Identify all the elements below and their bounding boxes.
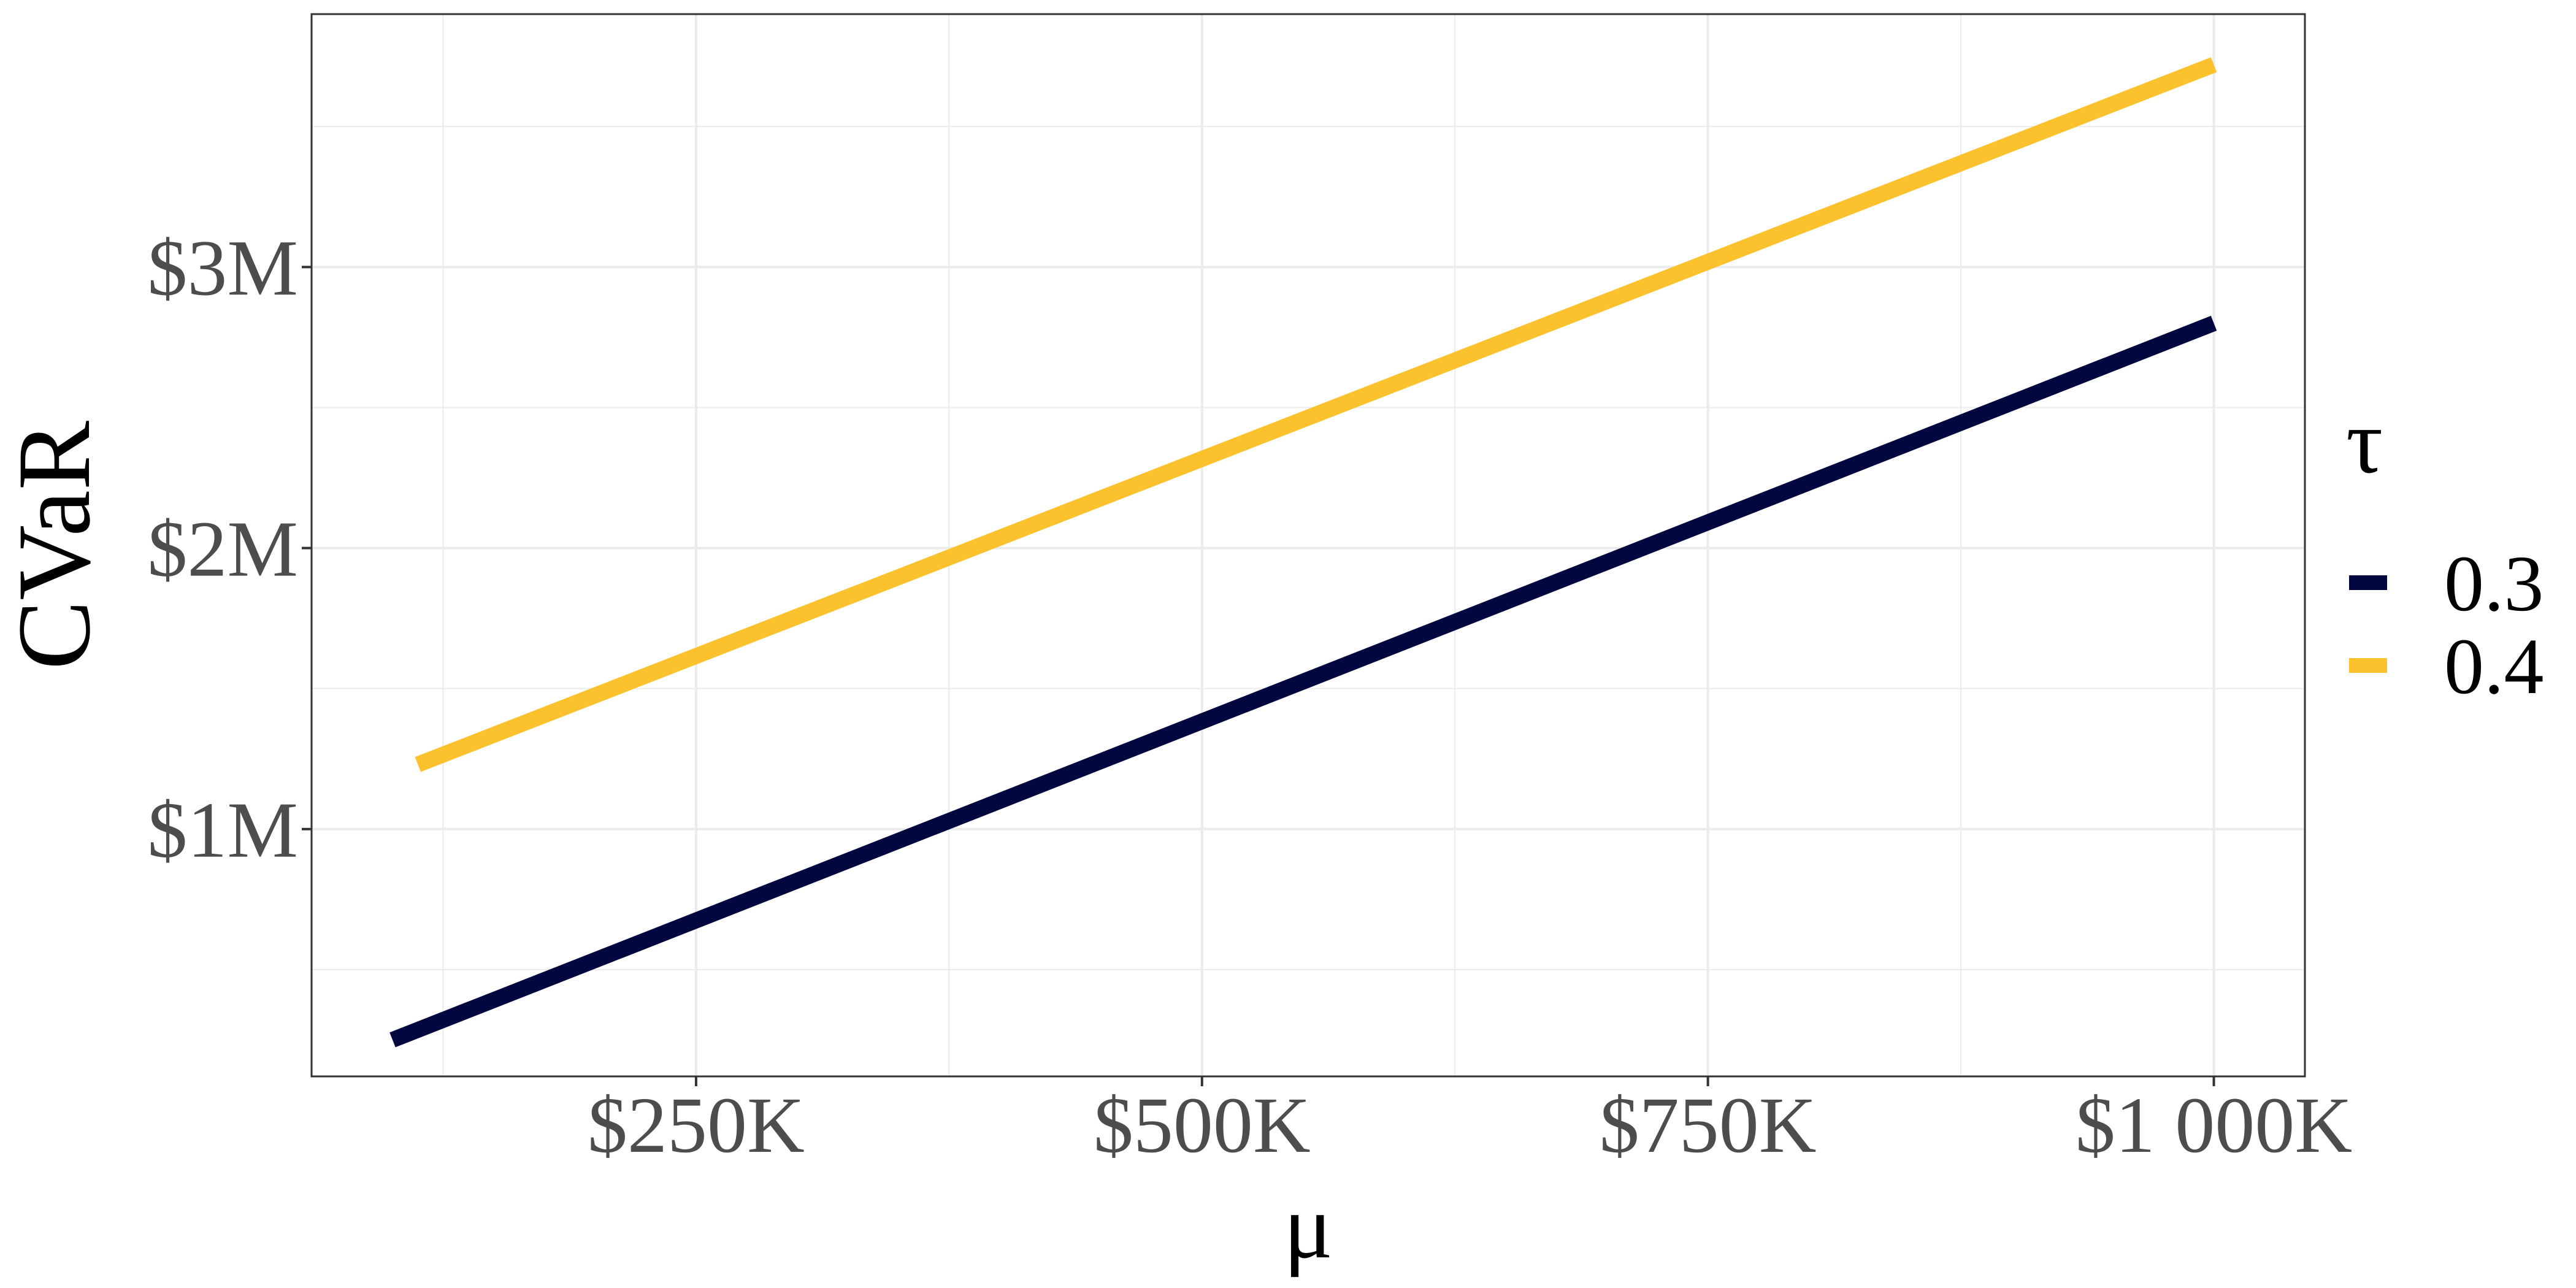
y-tick-label: $3M xyxy=(147,224,298,312)
legend-key-0.3 xyxy=(2349,575,2387,590)
legend-label-0.4: 0.4 xyxy=(2444,623,2544,711)
grid-minor xyxy=(312,14,2305,1076)
series-layer xyxy=(389,57,2217,1048)
y-tick-label: $1M xyxy=(147,786,298,875)
legend: τ 0.30.4 xyxy=(2346,391,2544,711)
x-axis: $250K $500K $750K $1 000K xyxy=(588,1076,2352,1170)
grid-major xyxy=(312,14,2305,1076)
legend-label-0.3: 0.3 xyxy=(2444,540,2544,628)
y-tick-label: $2M xyxy=(147,505,298,594)
x-tick-label: $750K xyxy=(1600,1081,1817,1170)
plot-panel-border xyxy=(310,13,2306,1078)
legend-key-0.4 xyxy=(2349,658,2387,673)
x-axis-title: μ xyxy=(1284,1176,1333,1278)
y-axis-title: CVaR xyxy=(0,420,112,670)
series-line-0.4 xyxy=(415,57,2217,772)
series-line-0.3 xyxy=(389,315,2217,1048)
y-axis: $1M $2M $3M xyxy=(147,224,312,875)
x-tick-label: $1 000K xyxy=(2076,1081,2352,1170)
x-tick-label: $500K xyxy=(1094,1081,1311,1170)
x-tick-label: $250K xyxy=(588,1081,805,1170)
legend-title: τ xyxy=(2346,391,2383,493)
